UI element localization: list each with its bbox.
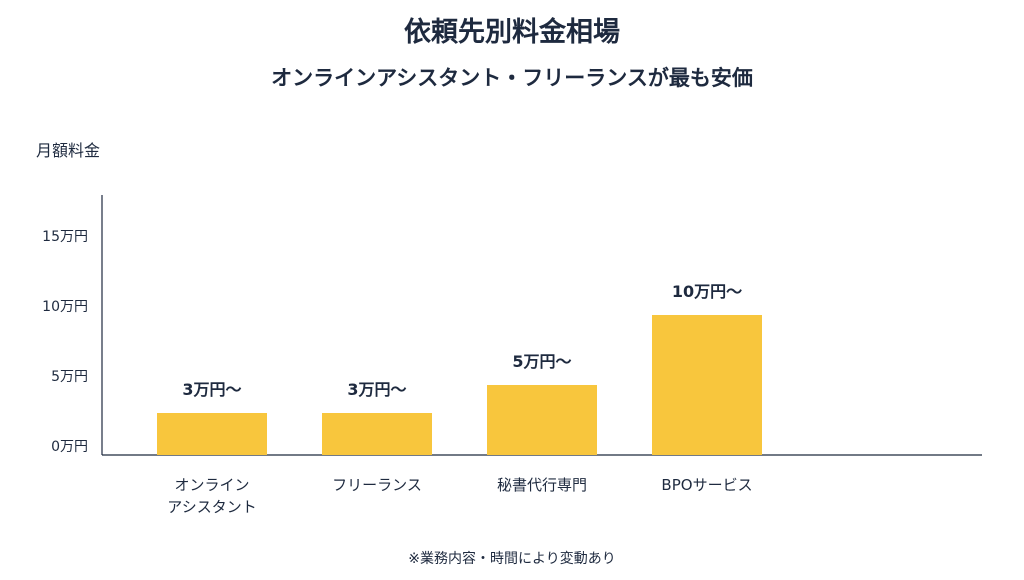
x-category-label: オンライン	[174, 476, 249, 494]
chart-subtitle: オンラインアシスタント・フリーランスが最も安価	[271, 66, 753, 90]
x-category-label: 秘書代行専門	[497, 476, 587, 494]
data-label: 3万円〜	[182, 380, 241, 399]
y-tick-label: 10万円	[42, 299, 88, 315]
x-category-label: BPOサービス	[661, 476, 752, 494]
bar	[487, 385, 597, 455]
x-category-label: アシスタント	[167, 498, 256, 516]
data-label: 10万円〜	[672, 282, 742, 301]
y-tick-label: 0万円	[51, 439, 88, 455]
y-tick-label: 5万円	[51, 369, 88, 385]
bar	[652, 315, 762, 455]
bar	[322, 413, 432, 455]
data-label: 5万円〜	[512, 352, 571, 371]
y-tick-label: 15万円	[42, 229, 88, 245]
data-label: 3万円〜	[347, 380, 406, 399]
footnote: ※業務内容・時間により変動あり	[408, 551, 616, 567]
y-axis-label: 月額料金	[36, 141, 101, 160]
chart-title: 依頼先別料金相場	[404, 17, 620, 48]
x-category-label: フリーランス	[332, 476, 422, 494]
bar	[157, 413, 267, 455]
